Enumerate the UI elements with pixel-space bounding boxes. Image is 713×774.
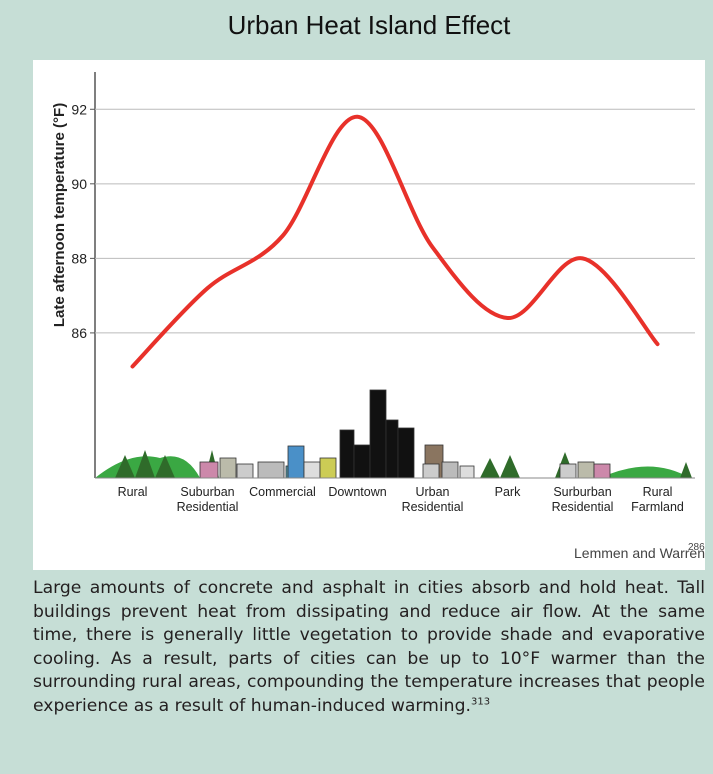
x-tick-label: Commercial [249,485,316,499]
x-tick-label: Rural Farmland [631,485,684,514]
x-tick-label: Downtown [328,485,386,499]
y-tick-label: 88 [71,250,87,266]
x-tick-label: Park [495,485,521,499]
x-tick-label: Urban Residential [402,485,464,514]
caption-text: Large amounts of concrete and asphalt in… [33,578,705,716]
chart-title: Urban Heat Island Effect [228,10,512,40]
temperature-line [130,114,660,369]
credit-ref: 286 [688,542,705,553]
y-axis-label: Late afternoon temperature (°F) [51,103,68,327]
scenery-illustration [95,389,695,479]
chart: Urban Heat Island Effect Late afternoon … [33,10,705,570]
y-tick-label: 86 [71,325,87,341]
x-tick-label: Surburban Residential [552,485,614,514]
caption: Large amounts of concrete and asphalt in… [33,577,705,718]
x-tick-label: Suburban Residential [177,485,239,514]
x-tick-label: Rural [118,485,148,499]
y-tick-label: 90 [71,176,87,192]
caption-ref: 313 [470,695,491,707]
y-tick-label: 92 [71,101,87,117]
credit: Lemmen and Warren [574,545,705,561]
chart-panel [33,60,705,570]
